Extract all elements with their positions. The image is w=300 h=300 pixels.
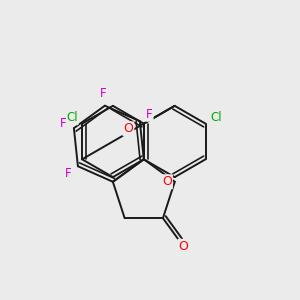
Text: Cl: Cl [66, 111, 78, 124]
Text: Cl: Cl [210, 111, 221, 124]
Text: O: O [123, 122, 133, 135]
Text: F: F [65, 167, 72, 180]
Text: F: F [60, 117, 67, 130]
Text: F: F [146, 108, 153, 121]
Text: O: O [162, 175, 172, 188]
Text: F: F [100, 88, 107, 100]
Text: O: O [178, 240, 188, 253]
